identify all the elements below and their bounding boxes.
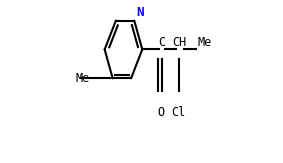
Text: O: O [157,105,164,119]
Text: Cl: Cl [171,105,185,119]
Text: C: C [158,36,165,49]
Text: CH: CH [172,36,186,49]
Text: Me: Me [198,36,212,49]
Text: N: N [136,6,143,19]
Text: Me: Me [75,72,89,85]
